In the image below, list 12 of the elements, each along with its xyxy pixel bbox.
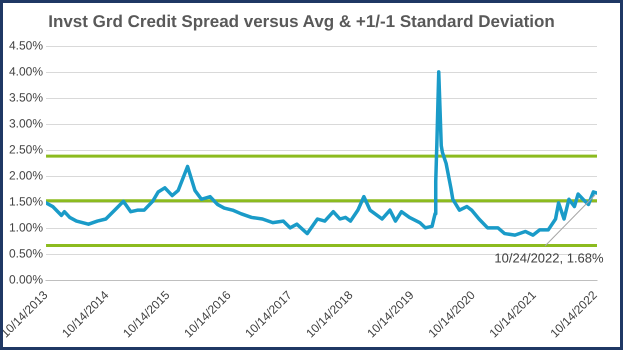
y-tick-label: 3.50% [8, 90, 44, 105]
y-tick-label: 2.50% [8, 142, 44, 157]
annotation: 10/24/2022, 1.68% [494, 250, 604, 266]
chart-title: Invst Grd Credit Spread versus Avg & +1/-1 Standard Deviation [48, 12, 555, 31]
y-tick-label: 0.00% [8, 272, 44, 287]
y-tick-label: 1.00% [8, 220, 44, 235]
y-tick-label: 1.50% [8, 194, 44, 209]
y-tick-label: 4.50% [8, 38, 44, 53]
y-tick-label: 3.00% [8, 116, 44, 131]
y-tick-label: 0.50% [8, 246, 44, 261]
y-tick-label: 4.00% [8, 64, 44, 79]
y-tick-label: 2.00% [8, 168, 44, 183]
